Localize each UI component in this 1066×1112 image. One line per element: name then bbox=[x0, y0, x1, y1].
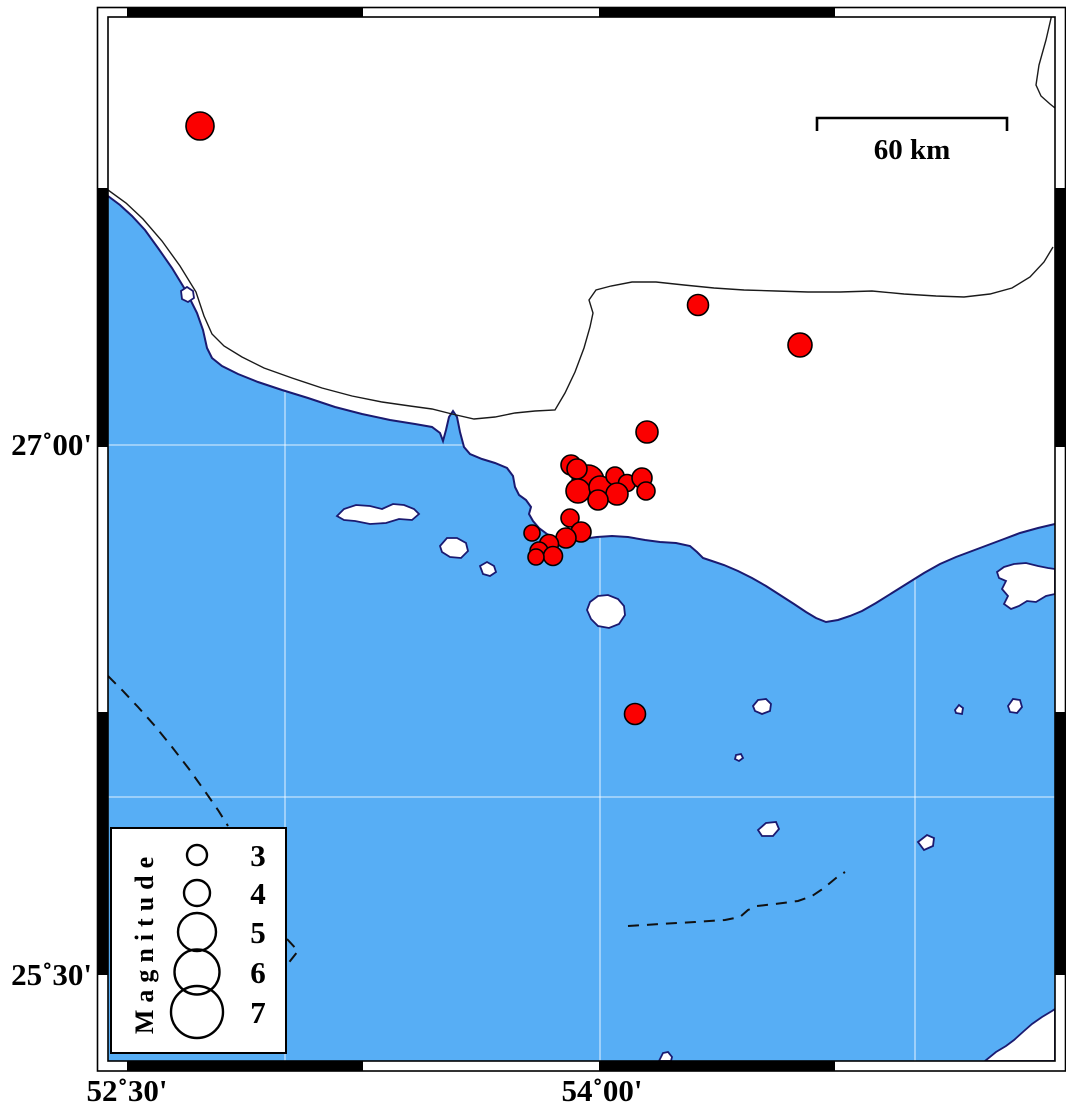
earthquake-marker bbox=[185, 111, 215, 141]
legend-title: Magnitude bbox=[130, 849, 159, 1035]
legend-value-6: 6 bbox=[250, 955, 266, 990]
political-border-line bbox=[108, 189, 1054, 420]
lat-label-27-00: 27˚00' bbox=[11, 427, 92, 462]
earthquake-marker bbox=[636, 481, 656, 501]
earthquake-marker bbox=[623, 702, 647, 726]
scalebar-label: 60 km bbox=[873, 134, 951, 166]
mainland-landmass bbox=[108, 17, 1055, 622]
earthquake-marker bbox=[635, 420, 659, 444]
lon-label-52-30: 52˚30' bbox=[86, 1073, 168, 1108]
legend-circle-3 bbox=[185, 843, 209, 867]
earthquake-marker bbox=[587, 489, 609, 511]
earthquake-marker bbox=[686, 293, 710, 317]
earthquake-epicenters bbox=[185, 111, 813, 726]
legend-magnitude-circles bbox=[169, 843, 225, 1040]
legend-circle-6 bbox=[173, 948, 221, 996]
legend-circle-4 bbox=[182, 878, 212, 908]
frame-black-segments bbox=[97, 8, 1065, 1071]
lat-label-25-30: 25˚30' bbox=[11, 957, 92, 992]
scalebar bbox=[815, 116, 1009, 131]
earthquake-marker bbox=[527, 548, 545, 566]
border-line-northeast bbox=[1035, 17, 1055, 109]
earthquake-marker bbox=[566, 458, 588, 480]
earthquake-marker bbox=[523, 524, 541, 542]
earthquake-marker bbox=[605, 482, 629, 506]
earthquake-marker bbox=[560, 508, 580, 528]
legend-circle-5 bbox=[176, 911, 218, 953]
earthquake-marker bbox=[542, 545, 564, 567]
legend-value-3: 3 bbox=[250, 838, 266, 873]
legend-value-7: 7 bbox=[250, 995, 266, 1030]
legend-value-4: 4 bbox=[250, 876, 266, 911]
earthquake-marker bbox=[565, 478, 591, 504]
lon-label-54-00: 54˚00' bbox=[561, 1073, 643, 1108]
legend-value-5: 5 bbox=[250, 915, 266, 950]
islands bbox=[180, 285, 1055, 1061]
earthquake-marker bbox=[787, 332, 813, 358]
coastline bbox=[108, 195, 1055, 624]
legend-circle-7 bbox=[169, 984, 225, 1040]
map-frame bbox=[96, 6, 1066, 1072]
maritime-boundary-dashed bbox=[108, 675, 846, 966]
